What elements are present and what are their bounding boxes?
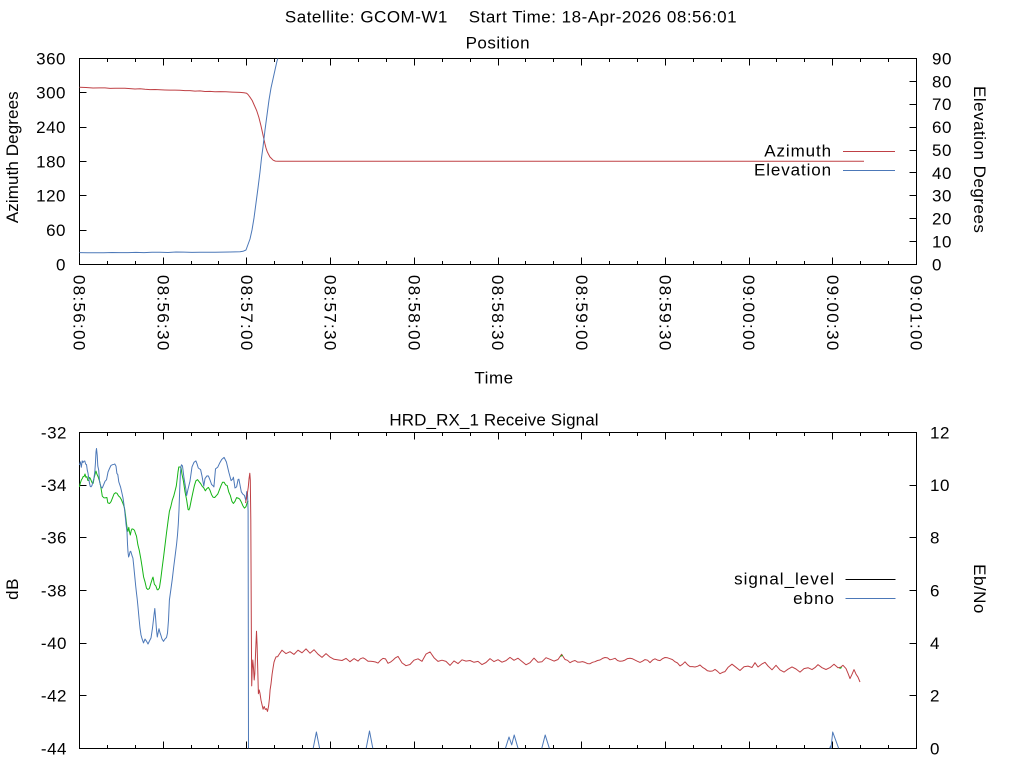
svg-text:50: 50 — [932, 141, 952, 160]
svg-text:120: 120 — [36, 187, 66, 206]
svg-text:08:58:30: 08:58:30 — [488, 275, 507, 352]
svg-text:dB: dB — [3, 578, 22, 600]
svg-text:4: 4 — [930, 634, 940, 653]
svg-text:-32: -32 — [41, 423, 67, 442]
svg-text:Position: Position — [466, 34, 530, 53]
svg-text:-40: -40 — [41, 634, 67, 653]
svg-text:Elevation: Elevation — [754, 161, 832, 180]
svg-text:-38: -38 — [41, 581, 67, 600]
svg-text:300: 300 — [36, 84, 66, 103]
svg-text:signal_level: signal_level — [734, 570, 835, 589]
svg-text:09:00:00: 09:00:00 — [739, 275, 758, 352]
svg-text:-34: -34 — [41, 476, 67, 495]
svg-text:360: 360 — [36, 49, 66, 68]
svg-text:0: 0 — [930, 739, 940, 758]
svg-text:09:00:30: 09:00:30 — [823, 275, 842, 352]
svg-text:09:01:00: 09:01:00 — [907, 275, 926, 352]
svg-text:0: 0 — [56, 255, 66, 274]
svg-text:2: 2 — [930, 687, 940, 706]
svg-text:08:59:00: 08:59:00 — [572, 275, 591, 352]
svg-text:180: 180 — [36, 152, 66, 171]
svg-text:90: 90 — [932, 49, 952, 68]
svg-text:30: 30 — [932, 187, 952, 206]
svg-text:20: 20 — [932, 210, 952, 229]
svg-text:ebno: ebno — [793, 589, 835, 608]
svg-text:60: 60 — [932, 118, 952, 137]
svg-text:40: 40 — [932, 164, 952, 183]
svg-text:-36: -36 — [41, 529, 67, 548]
svg-text:Satellite: GCOM-W1 Start Ti: Satellite: GCOM-W1 Start Time: 18-Apr-20… — [285, 8, 737, 27]
svg-text:70: 70 — [932, 95, 952, 114]
svg-text:-44: -44 — [41, 739, 67, 758]
svg-text:10: 10 — [932, 233, 952, 252]
svg-text:08:56:00: 08:56:00 — [70, 275, 89, 352]
svg-text:-42: -42 — [41, 687, 67, 706]
svg-text:Time: Time — [474, 369, 513, 388]
svg-text:240: 240 — [36, 118, 66, 137]
svg-text:08:57:30: 08:57:30 — [321, 275, 340, 352]
svg-text:Azimuth: Azimuth — [764, 141, 832, 160]
svg-text:12: 12 — [930, 423, 950, 442]
svg-text:HRD_RX_1 Receive Signal: HRD_RX_1 Receive Signal — [389, 411, 598, 430]
svg-text:Azimuth Degrees: Azimuth Degrees — [3, 91, 22, 223]
svg-text:Elevation Degrees: Elevation Degrees — [970, 86, 989, 233]
svg-text:60: 60 — [46, 221, 66, 240]
svg-text:08:59:30: 08:59:30 — [656, 275, 675, 352]
svg-text:8: 8 — [930, 529, 940, 548]
svg-text:Eb/No: Eb/No — [970, 564, 989, 614]
svg-text:08:58:00: 08:58:00 — [404, 275, 423, 352]
svg-text:80: 80 — [932, 72, 952, 91]
svg-text:08:56:30: 08:56:30 — [153, 275, 172, 352]
svg-text:0: 0 — [932, 255, 942, 274]
svg-text:10: 10 — [930, 476, 950, 495]
svg-text:6: 6 — [930, 581, 940, 600]
svg-text:08:57:00: 08:57:00 — [237, 275, 256, 352]
